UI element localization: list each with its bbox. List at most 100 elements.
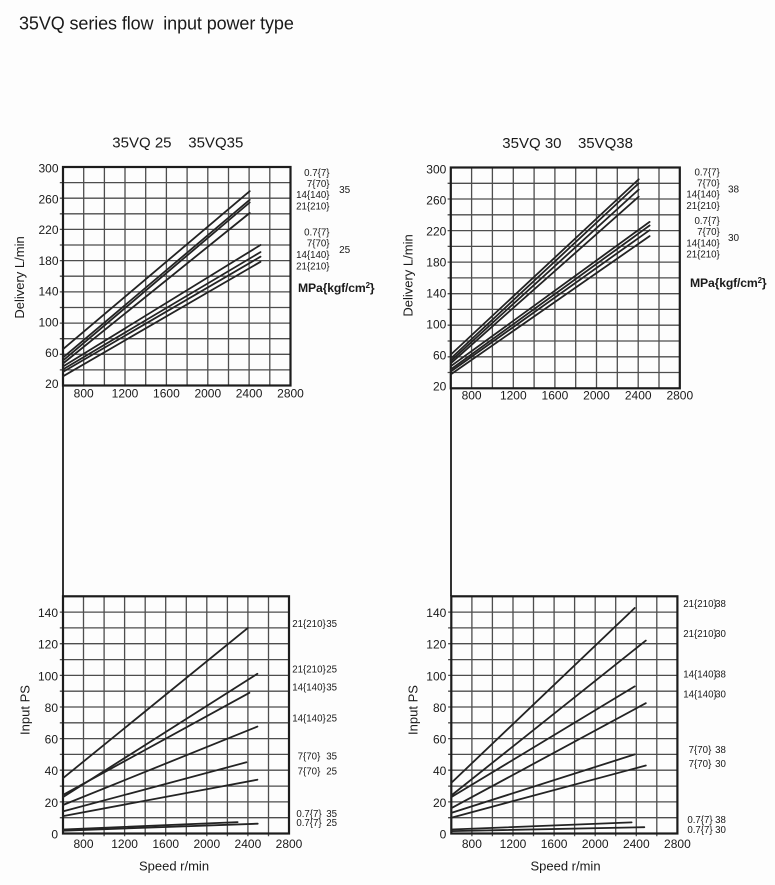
svg-text:Delivery L/min: Delivery L/min [12,236,27,318]
svg-text:25: 25 [326,766,337,777]
svg-text:21{210}: 21{210} [292,619,326,630]
svg-text:35VQ series flow input power: 35VQ series flow input power type [19,14,294,34]
svg-text:60: 60 [433,733,447,747]
svg-text:30: 30 [715,629,726,640]
svg-text:0.7{7}: 0.7{7} [296,818,322,829]
svg-text:14{140}: 14{140} [683,689,717,700]
svg-text:40: 40 [433,764,447,778]
svg-text:0.7{7}: 0.7{7} [694,216,720,227]
svg-text:14{140}: 14{140} [683,670,717,681]
svg-text:7{70}: 7{70} [697,227,720,238]
svg-text:14{140}: 14{140} [686,190,720,201]
svg-text:25: 25 [326,714,337,725]
svg-text:7{70}: 7{70} [689,759,712,770]
svg-text:1600: 1600 [153,386,180,400]
svg-text:100: 100 [38,315,58,329]
svg-text:300: 300 [426,163,446,177]
svg-text:80: 80 [433,701,447,715]
svg-text:30: 30 [715,759,726,770]
svg-text:2000: 2000 [582,837,609,851]
svg-text:38: 38 [715,745,726,756]
svg-text:2000: 2000 [194,386,221,400]
svg-text:2400: 2400 [625,389,652,403]
svg-text:1600: 1600 [152,837,179,851]
svg-text:60: 60 [45,733,59,747]
svg-text:140: 140 [426,287,446,301]
svg-text:35VQ 25: 35VQ 25 [112,134,171,151]
svg-text:0.7{7}: 0.7{7} [296,809,322,820]
svg-text:140: 140 [38,606,58,620]
svg-text:100: 100 [426,669,446,683]
svg-text:38: 38 [715,599,726,610]
svg-text:0.7{7}: 0.7{7} [694,167,720,178]
svg-text:14{140}: 14{140} [686,238,720,249]
svg-text:20: 20 [433,796,447,810]
svg-text:800: 800 [462,837,482,851]
svg-text:2400: 2400 [235,837,262,851]
svg-text:1200: 1200 [111,837,138,851]
svg-text:35: 35 [326,752,337,763]
svg-text:2400: 2400 [236,386,263,400]
svg-text:25: 25 [326,818,337,829]
svg-text:140: 140 [426,606,446,620]
svg-text:220: 220 [426,225,446,239]
svg-text:2800: 2800 [666,389,693,403]
svg-text:40: 40 [45,764,59,778]
svg-text:2400: 2400 [623,837,650,851]
svg-text:21{210}: 21{210} [292,664,326,675]
svg-text:60: 60 [45,346,59,360]
svg-text:140: 140 [38,285,58,299]
svg-text:7{70}: 7{70} [307,179,330,190]
svg-text:Input PS: Input PS [18,685,33,735]
svg-text:100: 100 [426,318,446,332]
svg-text:1200: 1200 [500,389,527,403]
svg-text:Speed r/min: Speed r/min [139,859,209,874]
svg-text:14{140}: 14{140} [292,714,326,725]
svg-text:30: 30 [715,825,726,836]
svg-text:7{70}: 7{70} [298,752,321,763]
svg-text:100: 100 [38,669,58,683]
svg-text:30: 30 [715,689,726,700]
svg-text:38: 38 [715,670,726,681]
svg-text:1600: 1600 [541,837,568,851]
svg-text:14{140}: 14{140} [296,190,330,201]
svg-text:14{140}: 14{140} [292,683,326,694]
svg-text:7{70}: 7{70} [298,766,321,777]
svg-text:21{210}: 21{210} [296,261,330,272]
svg-text:300: 300 [38,162,58,176]
svg-text:35VQ 30: 35VQ 30 [502,135,561,152]
svg-text:30: 30 [728,233,740,244]
svg-text:80: 80 [45,701,59,715]
svg-text:60: 60 [433,349,447,363]
svg-text:35VQ35: 35VQ35 [188,134,243,151]
svg-text:2000: 2000 [193,837,220,851]
svg-text:25: 25 [326,664,337,675]
svg-text:2800: 2800 [664,837,691,851]
svg-text:7{70}: 7{70} [689,745,712,756]
svg-text:800: 800 [73,837,93,851]
svg-text:260: 260 [38,192,58,206]
svg-text:180: 180 [426,256,446,270]
svg-text:20: 20 [45,796,59,810]
svg-text:0.7{7}: 0.7{7} [304,168,330,179]
svg-text:Input PS: Input PS [406,685,421,735]
svg-text:38: 38 [728,185,740,196]
svg-text:Speed r/min: Speed r/min [530,859,600,874]
svg-text:0.7{7}: 0.7{7} [687,815,713,826]
svg-text:21{210}: 21{210} [683,599,717,610]
svg-text:800: 800 [74,386,94,400]
svg-text:1600: 1600 [542,389,569,403]
svg-text:2000: 2000 [583,389,610,403]
svg-text:21{210}: 21{210} [686,250,720,261]
svg-text:1200: 1200 [500,837,527,851]
svg-text:0: 0 [440,828,447,842]
svg-text:14{140}: 14{140} [296,250,330,261]
svg-text:21{210}: 21{210} [686,201,720,212]
svg-text:MPa{kgf/cm2}: MPa{kgf/cm2} [298,281,375,295]
svg-text:35: 35 [326,809,337,820]
svg-text:20: 20 [45,377,59,391]
svg-text:38: 38 [715,815,726,826]
svg-text:7{70}: 7{70} [697,179,720,190]
svg-text:25: 25 [339,245,351,256]
svg-text:35: 35 [326,619,337,630]
